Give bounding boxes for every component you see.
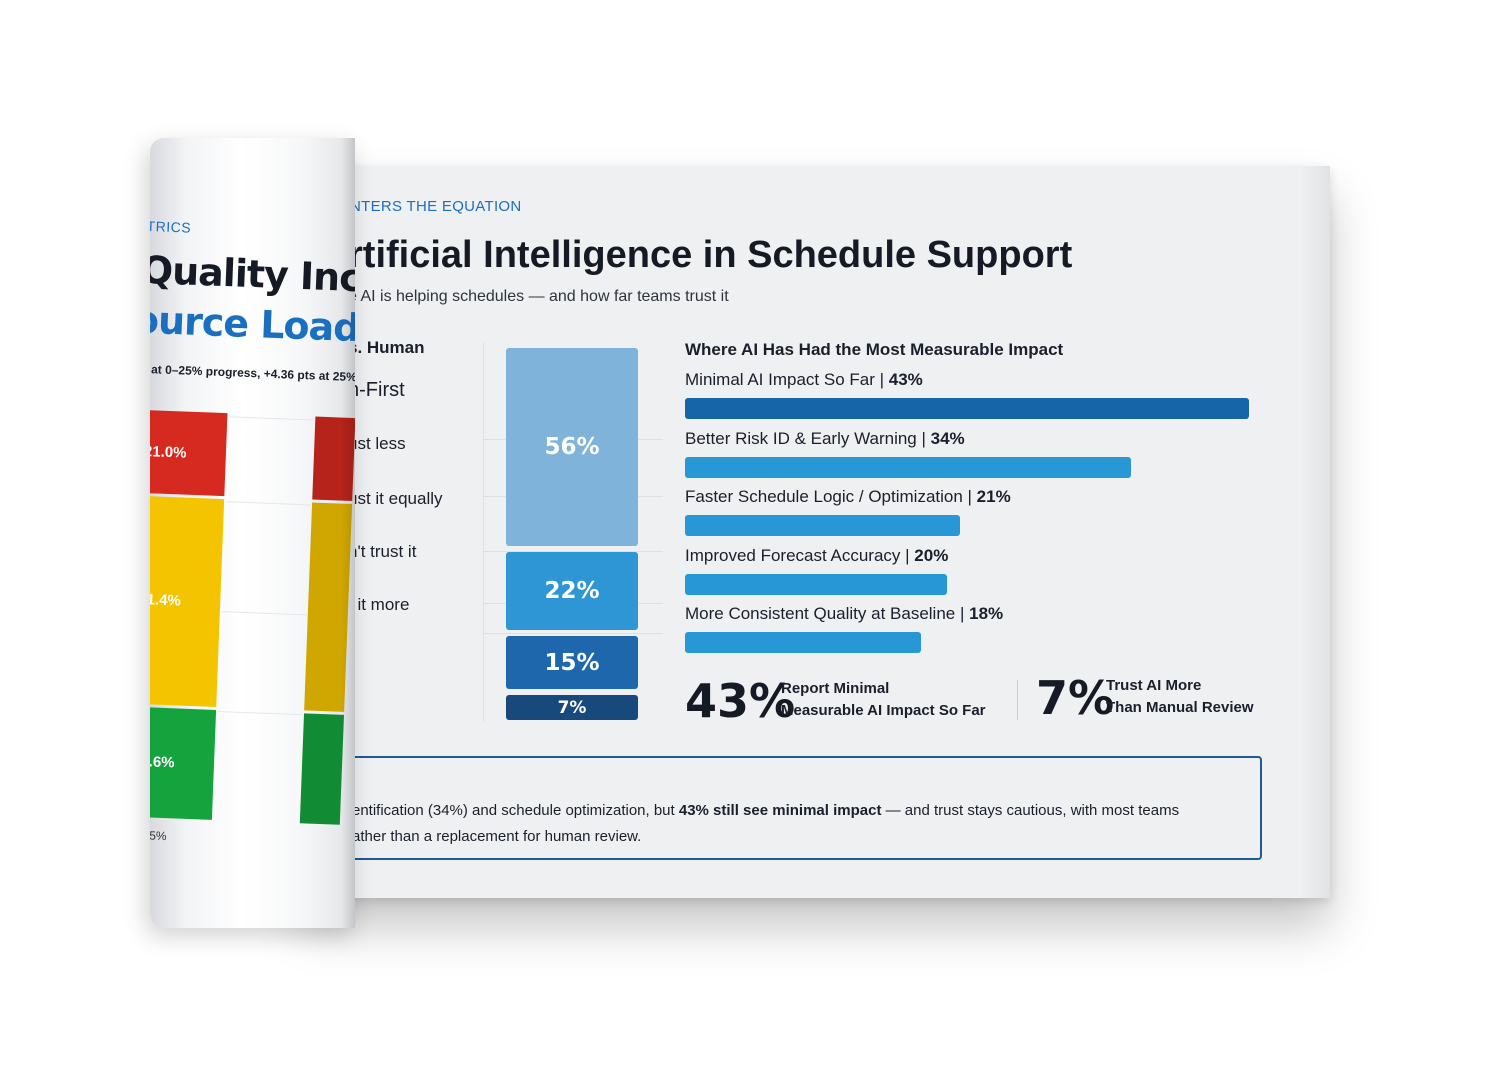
impact-bar-label: Minimal AI Impact So Far | 43%	[685, 370, 923, 389]
stat-divider	[1017, 680, 1018, 720]
rolled-note: s at 0–25% progress, +4.36 pts at 25%+	[150, 361, 355, 385]
rolled-bar-segment: 21.0%	[150, 409, 228, 497]
page-subtitle: e AI is helping schedules — and how far …	[348, 288, 729, 305]
stat-label: Trust AI More Than Manual Review	[1106, 677, 1254, 716]
stat-value: 43%	[685, 674, 796, 728]
rolled-title: Quality Increas	[150, 247, 355, 304]
stacked-bar-segment: 22%	[506, 552, 638, 631]
stacked-bar-segment: 7%	[506, 695, 638, 720]
segment-data-label: 22%	[544, 578, 600, 605]
grid-line	[483, 633, 663, 634]
rolled-page: TRICS Quality Increas ource Loading s at…	[150, 138, 355, 928]
impact-bar-label: More Consistent Quality at Baseline | 18…	[685, 604, 1004, 623]
grid-line	[229, 416, 315, 421]
page-edge-shadow	[1300, 166, 1330, 898]
stat-label: Report Minimal Measurable AI Impact So Fa…	[781, 680, 986, 719]
impact-bar	[685, 398, 1249, 419]
rolled-segment-label: 21.0%	[150, 443, 187, 462]
impact-bar	[685, 573, 948, 595]
grid-line	[218, 711, 303, 716]
impact-bar-value: 34%	[930, 428, 965, 448]
impact-bar	[685, 515, 961, 536]
rolled-bar-segment: 27.6%	[150, 706, 217, 820]
rolled-axis-label: 0–25%	[150, 827, 167, 844]
impact-chart-title: Where AI Has Had the Most Measurable Imp…	[685, 340, 1064, 359]
grid-line	[226, 501, 312, 506]
segment-data-label: 7%	[557, 697, 587, 718]
left-panel-row: ust less	[348, 434, 406, 453]
rolled-kicker: TRICS	[150, 217, 192, 236]
callout-box	[300, 756, 1262, 860]
impact-bar-value: 20%	[914, 545, 949, 565]
page-title: rtificial Intelligence in Schedule Suppo…	[348, 234, 1073, 276]
segment-data-label: 56%	[544, 434, 600, 461]
grid-line	[483, 551, 663, 552]
segment-data-label: 15%	[544, 649, 600, 676]
stacked-bar-segment: 56%	[506, 348, 638, 547]
stacked-bar-segment: 15%	[506, 636, 638, 690]
impact-bar	[685, 632, 922, 653]
rolled-segment-label: 27.6%	[150, 753, 175, 772]
grid-line	[221, 611, 307, 616]
impact-bar-label: Better Risk ID & Early Warning | 34%	[685, 428, 965, 448]
impact-bar-value: 21%	[976, 487, 1011, 506]
rolled-bar-segment	[299, 713, 345, 825]
stat-value: 7%	[1036, 671, 1115, 725]
left-panel-row: ust it equally	[348, 489, 443, 508]
impact-bar-value: 18%	[969, 604, 1004, 623]
section-kicker: NTERS THE EQUATION	[350, 198, 522, 215]
callout-text: entification (34%) and schedule optimiza…	[352, 802, 1180, 845]
impact-bar-value: 43%	[888, 370, 923, 389]
impact-bar-label: Faster Schedule Logic / Optimization | 2…	[685, 487, 1011, 506]
impact-bar	[685, 456, 1131, 478]
roll-edge-shading	[341, 138, 355, 928]
rolled-stacked-bar: 21.0% 51.4% 27.6%	[150, 138, 355, 825]
rolled-segment-label: 51.4%	[150, 591, 182, 610]
left-panel-heading: s. Human	[348, 338, 425, 357]
left-panel-row: n't trust it	[348, 542, 417, 561]
panel-divider	[483, 342, 484, 722]
impact-bar-label: Improved Forecast Accuracy | 20%	[685, 545, 949, 565]
rolled-title-accent: ource Loading	[150, 297, 355, 353]
rolled-bar-segment: 51.4%	[150, 495, 225, 707]
report-page: NTERS THE EQUATION rtificial Intelligenc…	[300, 166, 1330, 898]
left-panel-subheading: n-First	[348, 379, 405, 401]
left-panel-row: t it more	[348, 595, 410, 614]
